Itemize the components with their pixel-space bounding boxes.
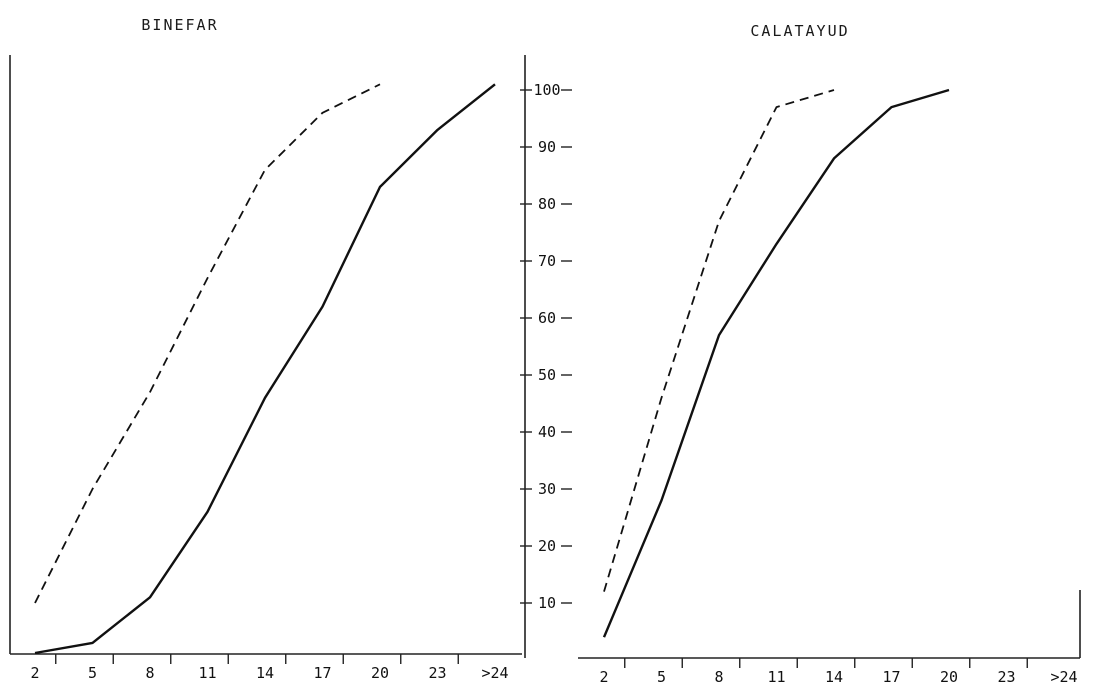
chart-title-binefar: BINEFAR <box>141 16 218 34</box>
x-tick-label-binefar: >24 <box>481 664 508 682</box>
x-tick-label-calatayud: 20 <box>940 668 958 685</box>
x-tick-label-binefar: 8 <box>145 664 154 682</box>
x-tick-label-binefar: 11 <box>198 664 216 682</box>
y-tick-label: 10 <box>538 594 556 612</box>
x-tick-label-calatayud: 14 <box>825 668 843 685</box>
y-tick-label: 80 <box>538 195 556 213</box>
x-tick-label-binefar: 17 <box>313 664 331 682</box>
y-tick-label: 90 <box>538 138 556 156</box>
x-tick-label-calatayud: 17 <box>882 668 900 685</box>
x-tick-label-calatayud: 8 <box>714 668 723 685</box>
x-tick-label-calatayud: 2 <box>599 668 608 685</box>
y-tick-label: 70 <box>538 252 556 270</box>
y-tick-label: 60 <box>538 309 556 327</box>
x-tick-label-binefar: 2 <box>30 664 39 682</box>
x-tick-label-binefar: 5 <box>88 664 97 682</box>
series-line-dashed-calatayud <box>603 89 835 592</box>
y-tick-label: 20 <box>538 537 556 555</box>
chart-panel-calatayud: CALATAYUD 2 5 8 11 14 17 20 23 >24 10 20 30 40 50 60 70 8… <box>520 22 1081 685</box>
y-tick-label: 100 <box>533 81 560 99</box>
series-line-solid-binefar <box>34 83 496 655</box>
chart-panel-binefar: BINEFAR 2 5 8 11 14 17 20 23 >24 <box>9 16 522 682</box>
x-tick-label-calatayud: 5 <box>657 668 666 685</box>
x-tick-label-calatayud: 11 <box>767 668 785 685</box>
y-tick-label: 40 <box>538 423 556 441</box>
x-tick-label-calatayud: >24 <box>1050 668 1077 685</box>
chart-title-calatayud: CALATAYUD <box>750 22 849 40</box>
y-tick-label: 50 <box>538 366 556 384</box>
x-tick-label-binefar: 20 <box>371 664 389 682</box>
series-line-solid-calatayud <box>602 88 950 638</box>
y-tick-label: 30 <box>538 480 556 498</box>
x-tick-label-calatayud: 23 <box>997 668 1015 685</box>
x-tick-label-binefar: 23 <box>428 664 446 682</box>
series-line-dashed-binefar <box>34 83 381 604</box>
x-tick-label-binefar: 14 <box>256 664 274 682</box>
